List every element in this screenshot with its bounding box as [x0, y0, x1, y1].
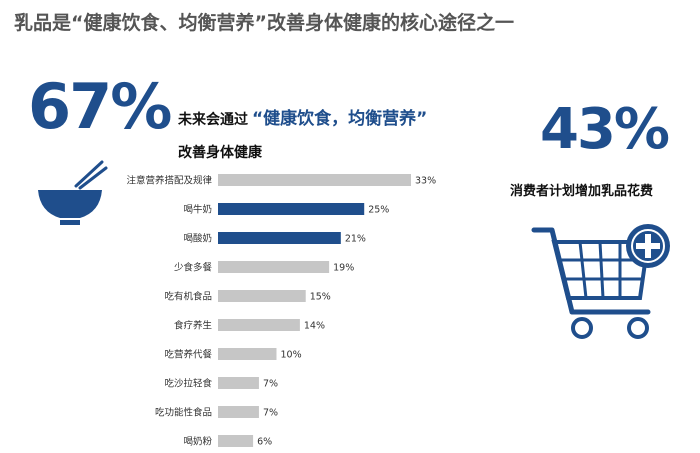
left-stat-headline: 未来会通过 “健康饮食，均衡营养”: [178, 104, 427, 129]
headline-quote: “健康饮食，均衡营养”: [252, 109, 428, 129]
value-label: 21%: [345, 234, 366, 245]
bar: [218, 261, 330, 273]
category-label: 喝酸奶: [183, 233, 212, 245]
headline-suffix: 改善身体健康: [178, 145, 262, 161]
value-label: 14%: [304, 321, 325, 332]
category-label: 吃功能性食品: [155, 407, 212, 419]
value-label: 15%: [310, 292, 331, 303]
category-label: 吃营养代餐: [164, 349, 212, 361]
value-label: 10%: [280, 350, 301, 361]
category-label: 喝奶粉: [183, 436, 212, 448]
right-stat-value: 43%: [540, 97, 670, 162]
value-label: 7%: [263, 408, 278, 419]
value-label: 7%: [263, 379, 278, 390]
bar: [218, 435, 254, 447]
bar: [218, 348, 277, 360]
bar: [218, 377, 259, 389]
right-stat-caption: 消费者计划增加乳品花费: [510, 184, 654, 199]
bar: [218, 319, 300, 331]
bar: [218, 232, 341, 244]
rice-bowl-chopsticks-icon: [36, 160, 108, 236]
category-label: 注意营养搭配及规律: [126, 175, 212, 187]
category-label: 食疗养生: [174, 320, 213, 332]
bar: [218, 203, 365, 215]
category-label: 喝牛奶: [183, 204, 212, 216]
category-label: 少食多餐: [174, 262, 213, 274]
headline-prefix: 未来会通过: [178, 112, 248, 128]
bar: [218, 174, 411, 186]
shopping-cart-plus-icon: [528, 218, 678, 348]
category-label: 吃沙拉轻食: [164, 378, 212, 390]
bar: [218, 290, 306, 302]
category-label: 吃有机食品: [164, 291, 212, 303]
left-stat-value: 67%: [28, 70, 172, 143]
value-label: 19%: [333, 263, 354, 274]
value-label: 6%: [257, 437, 272, 448]
page-title: 乳品是“健康饮食、均衡营养”改善身体健康的核心途径之一: [14, 12, 514, 34]
value-label: 33%: [415, 176, 436, 187]
bar: [218, 406, 259, 418]
value-label: 25%: [368, 205, 389, 216]
